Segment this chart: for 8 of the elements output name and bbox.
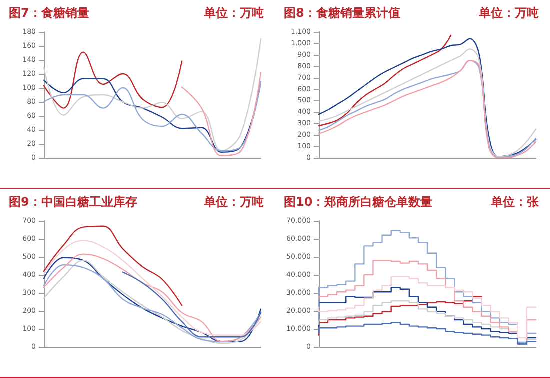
chart-subtitle: 单位：万吨 [203, 195, 264, 209]
chart-subtitle: 单位：万吨 [478, 6, 539, 20]
chart-subtitle: 单位：万吨 [203, 6, 264, 20]
chart-title: 图7：食糖销量 [9, 6, 90, 20]
chart-title: 图10：郑商所白糖仓单数量 [284, 195, 433, 209]
chart-title: 图8：食糖销量累计值 [284, 6, 400, 20]
chart-subtitle: 单位：张 [490, 195, 540, 209]
chart-title: 图9：中国白糖工业库存 [9, 195, 138, 209]
